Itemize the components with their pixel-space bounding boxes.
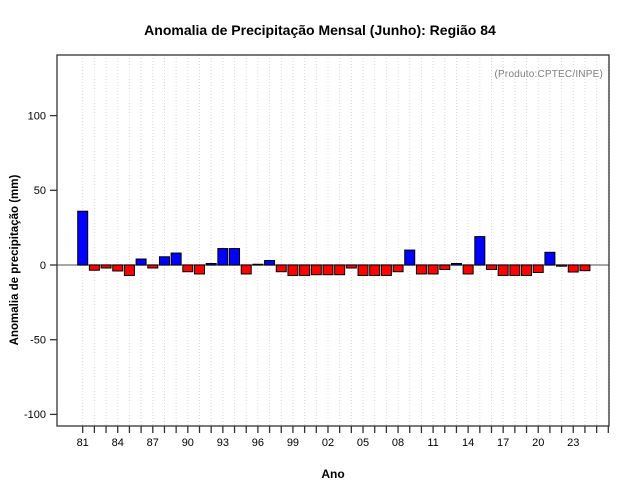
bar-1993 — [217, 248, 229, 266]
bar-2009 — [404, 249, 416, 266]
x-tick-label-84: 84 — [112, 437, 124, 449]
bar-2013 — [450, 263, 462, 266]
bar-2007 — [380, 264, 392, 276]
bar-1987 — [147, 264, 159, 269]
bar-2006 — [369, 264, 381, 276]
x-tick-label-96: 96 — [252, 437, 264, 449]
bar-2021 — [544, 251, 556, 266]
bar-1994 — [229, 248, 241, 266]
x-tick-label-05: 05 — [357, 437, 369, 449]
bar-2015 — [474, 236, 486, 266]
x-tick-label-08: 08 — [392, 437, 404, 449]
x-tick-label-11: 11 — [427, 437, 438, 449]
y-tick-label--50: -50 — [30, 335, 46, 347]
x-tick-label-81: 81 — [77, 437, 89, 449]
bar-2017 — [497, 264, 509, 276]
bar-2024 — [579, 264, 591, 272]
bar-1998 — [275, 264, 287, 273]
bar-2005 — [357, 264, 369, 276]
bar-2022 — [556, 264, 568, 267]
bar-2011 — [427, 264, 439, 275]
bar-1981 — [77, 210, 89, 266]
bar-1990 — [182, 264, 194, 273]
bar-1986 — [135, 258, 147, 266]
bar-1999 — [287, 264, 299, 276]
x-tick-label-23: 23 — [567, 437, 579, 449]
bar-1992 — [205, 263, 217, 266]
x-axis-label: Ano — [321, 467, 345, 481]
bar-1988 — [158, 256, 170, 266]
bar-1991 — [194, 264, 205, 275]
bar-2003 — [334, 264, 346, 276]
bar-2004 — [345, 264, 357, 269]
bar-2023 — [567, 264, 579, 273]
plot-area: (Produto:CPTEC/INPE) — [57, 55, 609, 426]
plot-frame — [56, 54, 610, 427]
bar-2020 — [532, 264, 544, 273]
x-tick-label-17: 17 — [497, 437, 509, 449]
bar-2016 — [486, 264, 497, 270]
bar-1997 — [264, 260, 276, 266]
bar-2008 — [392, 264, 404, 273]
bar-1983 — [100, 264, 112, 269]
y-tick-label-50: 50 — [34, 185, 46, 197]
bar-2000 — [299, 264, 311, 276]
bar-2012 — [439, 264, 451, 270]
y-axis-label: Anomalia de precipitação (mm) — [9, 174, 21, 346]
bar-2001 — [310, 264, 322, 276]
chart-title: Anomalia de Precipitação Mensal (Junho):… — [144, 22, 496, 38]
bar-2018 — [509, 264, 521, 276]
bar-2019 — [521, 264, 533, 276]
x-tick-label-87: 87 — [147, 437, 159, 449]
y-tick-label-100: 100 — [28, 110, 46, 122]
x-tick-label-14: 14 — [462, 437, 474, 449]
bar-1989 — [170, 252, 182, 266]
bar-2002 — [322, 264, 334, 276]
x-tick-label-20: 20 — [532, 437, 544, 449]
bar-1985 — [123, 264, 135, 276]
bar-1996 — [252, 263, 264, 266]
producer-note: (Produto:CPTEC/INPE) — [494, 69, 603, 80]
bar-2010 — [415, 264, 427, 275]
x-tick-label-02: 02 — [322, 437, 334, 449]
y-tick-label--100: -100 — [24, 409, 46, 421]
bar-1982 — [88, 264, 100, 271]
x-tick-label-99: 99 — [287, 437, 299, 449]
bars-canvas — [57, 55, 609, 426]
bar-1984 — [112, 264, 124, 272]
bar-2014 — [462, 264, 474, 275]
x-tick-label-93: 93 — [217, 437, 229, 449]
y-tick-label-0: 0 — [40, 260, 46, 272]
x-tick-label-90: 90 — [182, 437, 194, 449]
bar-1995 — [240, 264, 252, 275]
